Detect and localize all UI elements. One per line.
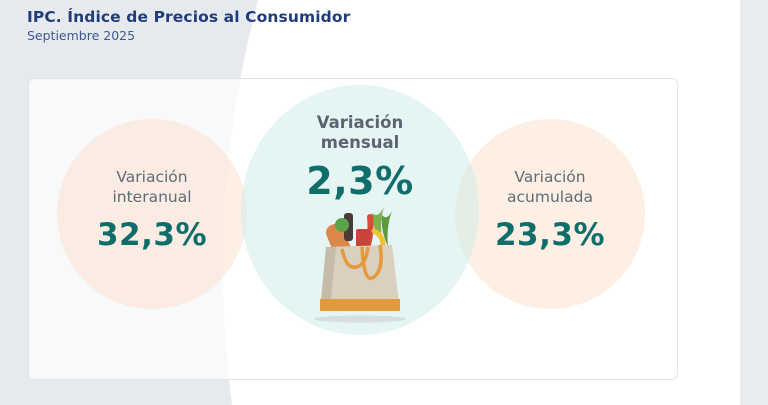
interanual-circle [57,119,247,309]
acumulada-circle [455,119,645,309]
acumulada-value: 23,3% [494,217,606,253]
interanual-label-line2: interanual [112,188,192,206]
acumulada-label-line2: acumulada [507,188,593,206]
grocery-bag-icon [314,207,406,323]
header: IPC. Índice de Precios al Consumidor Sep… [27,8,350,43]
mensual-value: 2,3% [306,159,414,203]
mensual-label: Variación mensual [241,113,479,153]
page-title: IPC. Índice de Precios al Consumidor [27,8,351,26]
acumulada-label-line1: Variación [514,168,586,186]
mensual-label-line2: mensual [320,133,400,152]
interanual-label: Variación interanual [57,167,247,207]
indicators-card: Variación interanual 32,3% Variación men… [28,78,678,380]
page-subtitle: Septiembre 2025 [27,28,136,43]
acumulada-label: Variación acumulada [455,167,645,207]
right-margin-strip [740,0,768,405]
interanual-value: 32,3% [96,217,208,253]
mensual-label-line1: Variación [316,113,404,132]
interanual-label-line1: Variación [116,168,188,186]
